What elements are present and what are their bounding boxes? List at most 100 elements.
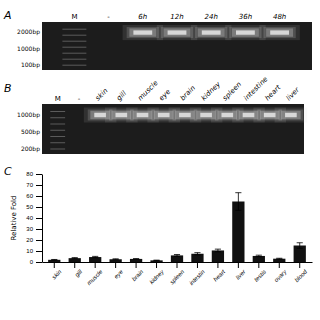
band: [236, 30, 255, 34]
lane-label: kidney: [200, 80, 223, 103]
marker-label: 100bp: [21, 61, 40, 69]
band-glow: [229, 27, 261, 38]
tick-mark: [36, 185, 42, 186]
panel-label: C: [4, 165, 12, 178]
error-bar: [113, 258, 119, 260]
marker-label: 1000bp: [17, 111, 40, 119]
error-cap: [51, 260, 57, 261]
tick-label: 60: [26, 193, 33, 199]
tick-mark: [36, 196, 42, 197]
error-bar: [256, 255, 262, 257]
y-axis: 01020304050607080: [26, 171, 42, 265]
x-axis: skingillmuscleeyebrainkidneyspleenintest…: [43, 262, 313, 286]
tick-label: spleen: [169, 268, 186, 285]
plot-area: [48, 193, 306, 262]
ladder-band: [62, 65, 86, 66]
tick-label: 30: [26, 226, 33, 232]
bar: [273, 259, 285, 262]
gel-background: [42, 104, 304, 154]
bar: [171, 255, 183, 262]
error-bar: [174, 255, 180, 257]
error-cap: [235, 210, 241, 211]
tick: ovary: [273, 262, 288, 283]
error-cap: [215, 249, 221, 250]
bar: [253, 256, 265, 262]
tick: heart: [212, 262, 226, 283]
bar: [294, 246, 306, 263]
tick: testis: [253, 262, 267, 283]
error-bar: [153, 260, 159, 261]
tick-mark: [156, 262, 157, 268]
lane-label: M: [55, 95, 61, 103]
lane-label: spleen: [221, 80, 243, 102]
tick: liver: [235, 262, 248, 281]
band: [133, 30, 152, 34]
ladder-band: [62, 29, 86, 30]
tick-label: ovary: [273, 268, 288, 283]
tick-mark: [136, 262, 137, 268]
ladder-band: [62, 35, 86, 36]
tick: kidney: [148, 262, 165, 285]
tick-mark: [115, 262, 116, 268]
band: [158, 113, 170, 118]
band: [115, 113, 127, 118]
tick-label: skin: [51, 268, 63, 280]
band-glow: [129, 28, 156, 36]
error-cap: [72, 258, 78, 259]
error-cap: [174, 254, 180, 255]
lane-label: 12h: [170, 13, 183, 21]
gel-panel: [42, 22, 312, 70]
error-cap: [92, 257, 98, 258]
tick-label: 70: [26, 182, 33, 188]
marker-label: 200bp: [21, 145, 40, 153]
tick: 0: [30, 259, 42, 265]
tick-mark: [217, 262, 218, 268]
marker-label: 500bp: [21, 128, 40, 136]
error-bar: [235, 193, 241, 211]
lane-label: eye: [157, 88, 172, 103]
bar: [191, 254, 203, 262]
lane-label: skin: [94, 87, 110, 103]
tick-label: 80: [26, 171, 33, 177]
axis-title: Relative Fold: [10, 196, 18, 241]
tick-label: 0: [30, 259, 34, 265]
ladder-band: [50, 142, 65, 143]
band-glow: [259, 25, 299, 40]
tick-mark: [36, 207, 42, 208]
marker-label: 1000bp: [17, 45, 40, 53]
error-cap: [133, 258, 139, 259]
tick: skin: [51, 262, 63, 280]
band: [179, 113, 191, 118]
error-cap: [153, 260, 159, 261]
tick-mark: [95, 262, 96, 268]
tick-mark: [74, 262, 75, 268]
gel-panel: [42, 104, 307, 154]
ladder-band: [50, 136, 65, 137]
lane-label: -: [78, 95, 81, 103]
error-cap: [194, 252, 200, 253]
error-cap: [174, 256, 180, 257]
tick: gill: [74, 262, 84, 278]
tick-mark: [279, 262, 280, 268]
ladder-band: [62, 41, 86, 42]
bar: [110, 259, 122, 262]
tick: 40: [26, 215, 42, 221]
error-cap: [297, 242, 303, 243]
error-cap: [153, 260, 159, 261]
tick: muscle: [86, 262, 104, 286]
tick-mark: [36, 218, 42, 219]
tick-mark: [54, 262, 55, 268]
ladder-band: [50, 130, 65, 131]
tick-label: 10: [26, 248, 33, 254]
error-cap: [113, 259, 119, 260]
lane-label: 48h: [273, 13, 286, 21]
bar: [150, 260, 162, 262]
ladder-band: [50, 111, 65, 112]
lane-label: muscle: [136, 79, 159, 102]
gel-background: [42, 22, 312, 70]
error-cap: [256, 255, 262, 256]
tick: intestin: [188, 262, 206, 286]
tick-mark: [238, 262, 239, 268]
tick-label: kidney: [148, 268, 165, 285]
tick-label: heart: [212, 268, 226, 282]
